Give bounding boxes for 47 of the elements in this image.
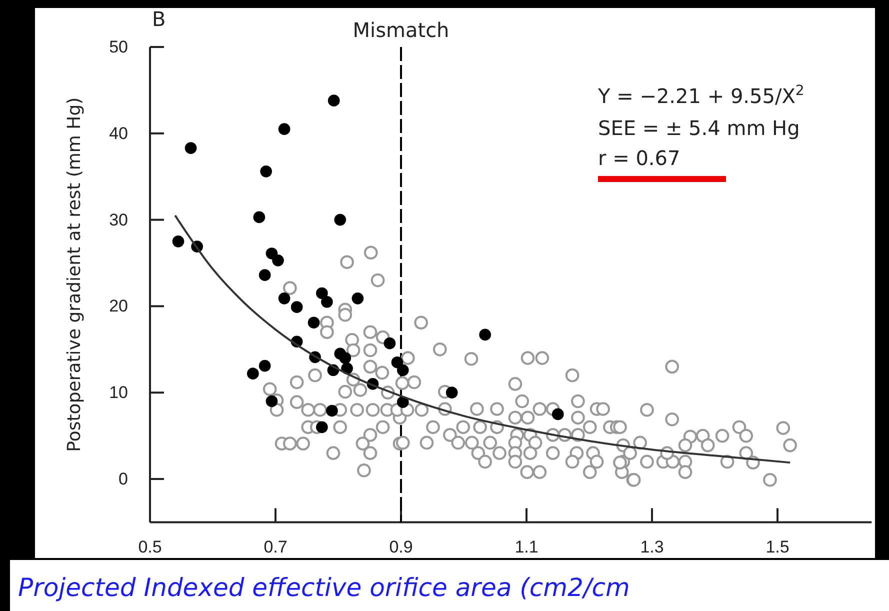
point [172, 235, 184, 248]
line-series [174, 214, 792, 464]
point [552, 408, 564, 420]
point [326, 404, 338, 417]
point [391, 356, 404, 368]
ref-line-label: Mismatch [352, 18, 450, 42]
point [258, 360, 271, 372]
point [328, 94, 340, 106]
x-tick-label: 0.7 [264, 537, 288, 556]
annotation: SEE = ± 5.4 mm Hg [598, 116, 800, 140]
point [246, 368, 259, 380]
x-tick-label: 0.9 [389, 537, 413, 556]
point [396, 364, 409, 376]
point [339, 352, 352, 364]
y-tick-label: 20 [109, 296, 128, 316]
annotation: r = 0.67 [598, 146, 680, 170]
point [290, 301, 303, 313]
point [184, 142, 197, 154]
point [272, 254, 284, 266]
x-tick-label: 0.5 [138, 537, 162, 556]
y-tick-label: 50 [109, 37, 128, 56]
point [316, 287, 328, 300]
point [278, 123, 290, 135]
x-tick-label: 1.3 [640, 537, 664, 556]
point [260, 166, 272, 178]
point [384, 337, 396, 350]
point [258, 269, 271, 281]
point [308, 316, 320, 329]
y-tick-label: 0 [118, 469, 128, 488]
point [446, 386, 458, 399]
x-tick-label: 1.5 [766, 537, 790, 556]
point [479, 328, 491, 341]
annotation: Y = −2.21 + 9.55/X$^{2}$ [597, 83, 804, 108]
y-tick-label: 40 [109, 124, 128, 143]
text: B [152, 7, 166, 31]
x-tick-label: 1.1 [514, 537, 538, 556]
point [334, 214, 346, 226]
y-axis-title: Postoperative gradient at rest (mm Hg) [64, 97, 85, 452]
x-axis-title: Projected Indexed effective orifice area (cm2/cm [18, 573, 630, 602]
point [253, 211, 266, 224]
point [278, 292, 290, 304]
y-tick-label: 30 [109, 210, 128, 230]
point [316, 421, 328, 434]
point [321, 296, 333, 308]
y-tick-label: 10 [109, 383, 128, 402]
point [352, 292, 364, 304]
point [266, 395, 278, 408]
